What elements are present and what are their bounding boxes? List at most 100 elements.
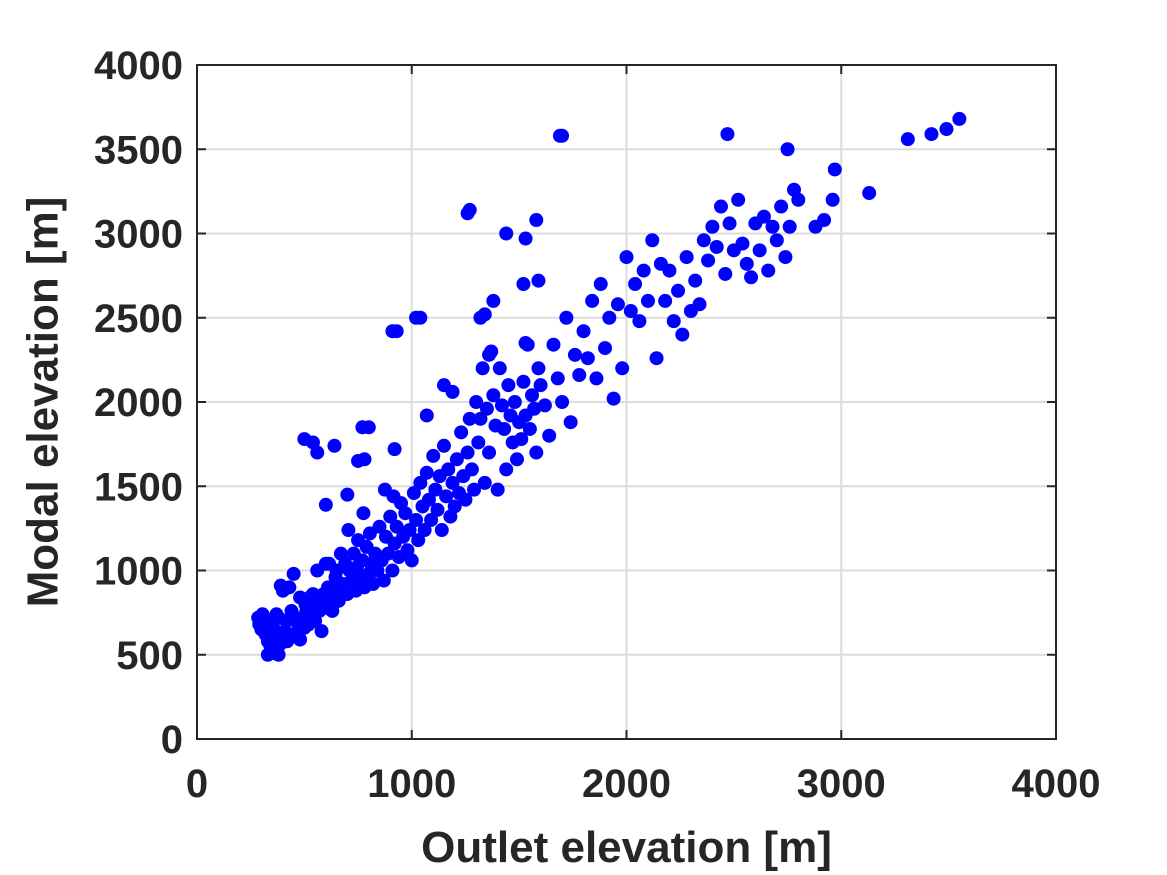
data-point [567,347,582,362]
data-point [381,546,396,561]
data-point [514,432,529,447]
data-point [628,277,643,292]
x-tick-label: 2000 [582,762,671,806]
data-point [722,216,737,231]
data-point [284,627,299,642]
data-point [497,421,512,436]
y-tick-label: 1000 [94,550,183,594]
data-point [778,250,793,265]
data-point [467,482,482,497]
data-point [769,233,784,248]
data-point [447,499,462,514]
data-point [282,580,297,595]
data-point [827,162,842,177]
data-point [436,438,451,453]
data-point [780,142,795,157]
y-tick-label: 4000 [94,44,183,88]
data-point [271,610,286,625]
data-point [361,420,376,435]
y-tick-labels: 0 500 1000 1500 2000 2500 3000 3500 4000 [94,44,183,762]
data-point [419,465,434,480]
data-point [413,310,428,325]
data-point [424,512,439,527]
data-point [477,475,492,490]
data-point [516,374,531,389]
data-point [527,401,542,416]
data-point [413,475,428,490]
data-point [499,462,514,477]
data-point [462,202,477,217]
data-point [774,199,789,214]
data-point [580,351,595,366]
data-point [325,603,340,618]
data-point [454,425,469,440]
data-point [271,647,286,662]
data-point [409,512,424,527]
data-point [376,573,391,588]
data-point [314,624,329,639]
grid-lines [196,64,1057,740]
data-point [606,391,621,406]
data-point [494,398,509,413]
data-point [286,566,301,581]
data-point [688,273,703,288]
data-point [817,213,832,228]
data-point [735,236,750,251]
data-point [585,293,600,308]
data-point [516,277,531,292]
data-point [267,624,282,639]
y-tick-label: 0 [161,718,183,762]
data-point [507,395,522,409]
data-point [533,378,548,393]
data-point [398,506,413,521]
data-point [537,398,552,413]
y-tick-label: 2500 [94,297,183,341]
data-point [402,523,417,538]
data-point [421,492,436,507]
data-point [260,634,275,649]
data-point [387,442,402,457]
data-point [518,231,533,246]
data-point [615,361,630,376]
data-point [518,336,533,351]
data-point [720,127,735,142]
data-point [952,111,967,126]
data-point [501,378,516,393]
data-point [555,128,570,143]
data-point [426,448,441,463]
data-point [318,556,333,571]
data-point [479,401,494,416]
data-point [649,351,664,366]
data-point [576,324,591,339]
data-point [372,519,387,534]
data-point [739,256,754,271]
data-point [486,388,501,403]
data-point [645,233,660,248]
data-point [464,462,479,477]
y-tick-label: 2000 [94,381,183,425]
data-point [791,192,806,207]
data-point [675,327,690,342]
data-point [482,445,497,460]
data-point [492,361,507,376]
data-point [662,263,677,278]
data-point [389,519,404,534]
data-point [531,361,546,376]
data-point [731,192,746,207]
data-point [469,395,484,409]
data-point [623,304,638,319]
data-point [439,489,454,504]
y-tick-label: 3500 [94,128,183,172]
data-point [900,132,915,147]
data-point [417,523,432,538]
data-point [385,563,400,578]
data-point [411,533,426,548]
data-point [458,492,473,507]
data-point [636,263,651,278]
data-point [522,421,537,436]
data-point [563,415,578,430]
data-point [462,411,477,426]
data-point [460,445,475,460]
data-points [251,111,967,662]
data-point [939,122,954,137]
